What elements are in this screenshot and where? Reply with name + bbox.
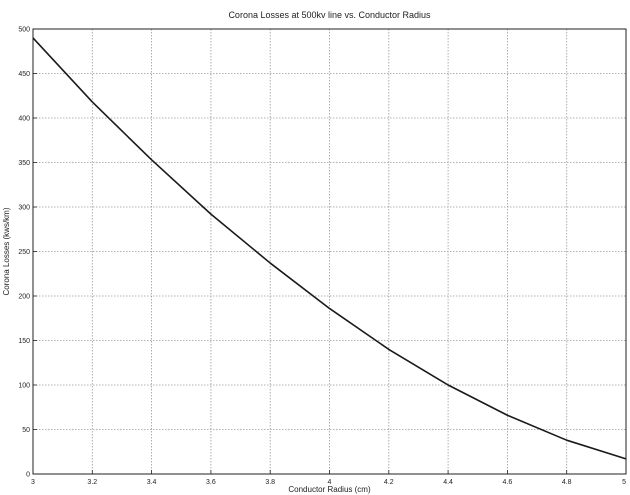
x-tick-label: 3 (31, 479, 35, 486)
y-tick-label: 150 (18, 338, 30, 345)
series-line (32, 37, 627, 460)
y-axis-label: Corona Losses (kws/km) (2, 207, 11, 295)
x-axis-label: Conductor Radius (cm) (288, 485, 371, 494)
x-tick-label: 3.2 (87, 479, 97, 486)
y-tick-label: 200 (18, 294, 30, 301)
x-tick-label: 4 (328, 479, 332, 486)
x-tick-label: 4.8 (562, 479, 572, 486)
chart-title: Corona Losses at 500kv line vs. Conducto… (228, 10, 431, 20)
x-tick-label: 3.8 (265, 479, 275, 486)
series-group (32, 37, 627, 460)
y-tick-label: 400 (18, 116, 30, 123)
y-tick-label: 50 (22, 427, 30, 434)
x-tick-label: 4.4 (443, 479, 453, 486)
x-tick-label: 3.6 (206, 479, 216, 486)
y-tick-label: 250 (18, 249, 30, 256)
x-tick-label: 5 (622, 479, 626, 486)
x-axis-ticks: 3 3.2 3.4 3.6 3.8 4 4.2 4.4 4.6 4.8 5 (31, 470, 627, 486)
grid (33, 29, 626, 474)
y-tick-label: 500 (18, 27, 30, 34)
y-tick-label: 300 (18, 205, 30, 212)
y-axis-ticks: 0 50 100 150 200 250 300 350 400 450 500 (18, 27, 37, 479)
x-tick-label: 4.6 (503, 479, 513, 486)
y-tick-label: 350 (18, 160, 30, 167)
x-tick-label: 4.2 (384, 479, 394, 486)
x-tick-label: 3.4 (147, 479, 157, 486)
y-tick-label: 450 (18, 71, 30, 78)
y-tick-label: 0 (26, 472, 30, 479)
y-tick-label: 100 (18, 383, 30, 390)
